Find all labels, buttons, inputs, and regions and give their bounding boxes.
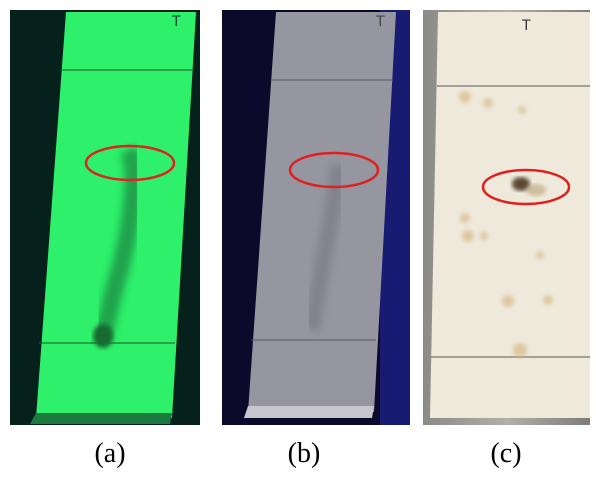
panel-label: (c) xyxy=(490,438,521,469)
photo-a: T xyxy=(10,10,200,425)
svg-text:T: T xyxy=(521,18,531,34)
svg-text:T: T xyxy=(375,14,385,30)
panel-label: (a) xyxy=(94,438,125,469)
panel-label: (b) xyxy=(288,438,321,469)
photo-b: T xyxy=(222,10,410,425)
photo-c: T xyxy=(423,10,590,425)
svg-text:T: T xyxy=(171,14,181,30)
